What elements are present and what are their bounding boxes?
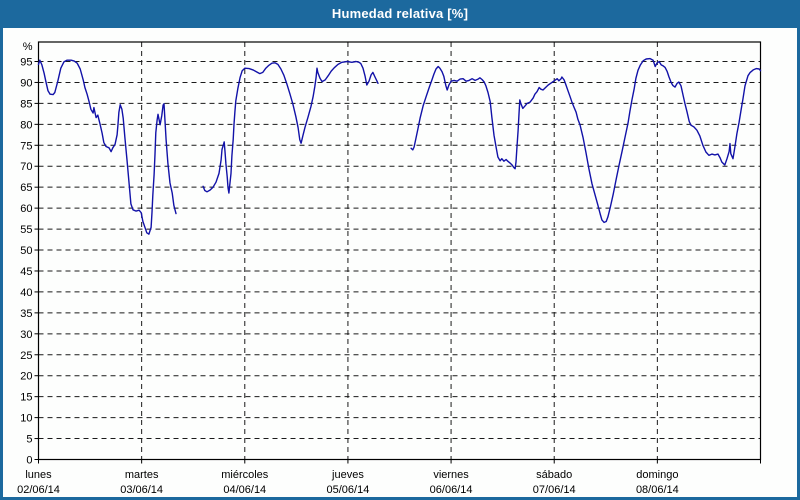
y-tick-label: 50 [20,245,32,257]
humidity-line-segment [202,60,379,194]
y-axis-unit-label: % [23,41,33,53]
y-tick-label: 45 [20,266,32,278]
y-tick-label: 40 [20,287,32,299]
x-day-label: domingo [636,469,678,481]
y-tick-label: 85 [20,98,32,110]
y-tick-label: 30 [20,329,32,341]
y-tick-label: 60 [20,203,32,215]
y-tick-label: 15 [20,392,32,404]
x-date-label: 04/06/14 [223,484,266,496]
y-tick-label: 5 [26,434,32,446]
x-date-label: 07/06/14 [533,484,576,496]
y-tick-label: 20 [20,371,32,383]
y-tick-label: 0 [26,455,32,467]
x-date-label: 06/06/14 [430,484,473,496]
x-date-label: 05/06/14 [327,484,370,496]
x-day-label: viernes [433,469,469,481]
y-tick-label: 90 [20,77,32,89]
x-day-label: jueves [331,469,364,481]
y-tick-label: 95 [20,57,32,69]
chart-title-bar: Humedad relativa [%] [0,0,800,28]
y-tick-label: 80 [20,119,32,131]
y-tick-label: 55 [20,224,32,236]
y-tick-label: 65 [20,182,32,194]
x-day-label: lunes [25,469,52,481]
x-day-label: miércoles [221,469,269,481]
humidity-line-segment [37,59,177,235]
humidity-line-segment [410,57,762,224]
x-date-label: 08/06/14 [636,484,679,496]
y-tick-label: 35 [20,308,32,320]
x-day-label: sábado [536,469,572,481]
chart-title: Humedad relativa [%] [331,6,469,21]
y-tick-label: 70 [20,161,32,173]
y-tick-label: 75 [20,140,32,152]
x-day-label: martes [125,469,159,481]
plot-frame [37,41,762,461]
y-tick-label: 25 [20,350,32,362]
y-tick-label: 10 [20,413,32,425]
x-date-label: 03/06/14 [120,484,163,496]
x-date-label: 02/06/14 [17,484,60,496]
